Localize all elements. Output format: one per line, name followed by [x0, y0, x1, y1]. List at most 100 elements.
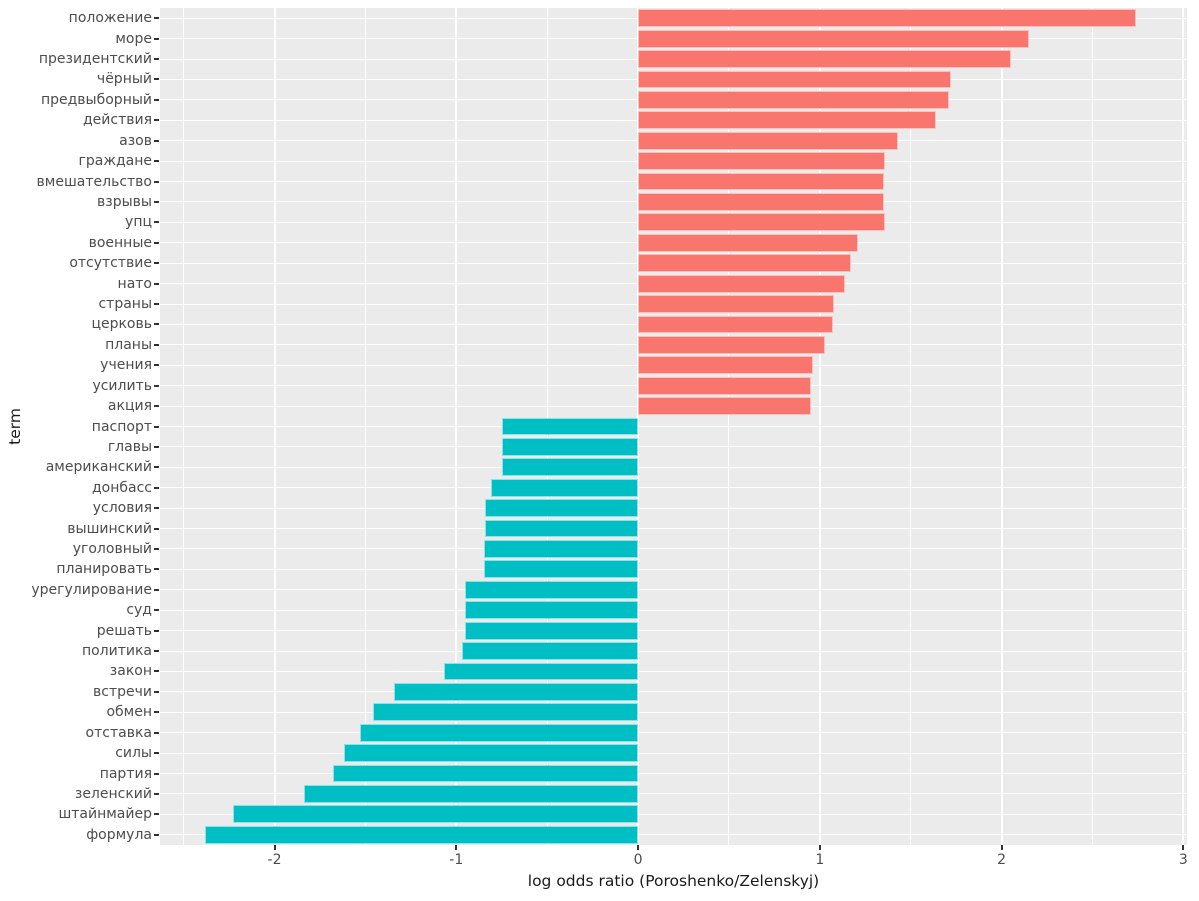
y-tick-label: страны	[98, 296, 152, 312]
bar-отставка	[359, 723, 639, 742]
y-tick-label: положение	[68, 10, 152, 27]
y-tick-mark	[154, 405, 159, 408]
y-tick-mark	[154, 98, 159, 101]
x-tick-mark	[273, 845, 276, 850]
x-tick-mark	[818, 845, 821, 850]
y-tick-label: силы	[115, 745, 152, 762]
bar-учения	[638, 356, 813, 375]
y-tick-label: урегулирование	[31, 581, 152, 598]
y-tick-label: усилить	[92, 377, 152, 394]
y-tick-label: вышинский	[67, 520, 152, 537]
bar-взрывы	[638, 193, 885, 211]
y-tick-label: акция	[107, 398, 152, 415]
category-gridline	[160, 650, 1187, 652]
bar-донбасс	[490, 478, 639, 497]
category-gridline	[160, 670, 1187, 672]
category-gridline	[160, 446, 1187, 448]
y-tick-mark	[154, 37, 159, 40]
bar-политика	[461, 642, 639, 660]
category-gridline	[160, 691, 1187, 693]
y-tick-mark	[154, 486, 159, 489]
y-tick-mark	[154, 650, 159, 653]
y-tick-label: политика	[81, 643, 152, 660]
y-tick-mark	[154, 547, 159, 550]
y-tick-mark	[154, 323, 159, 326]
x-tick-mark	[637, 845, 640, 850]
bar-закон	[443, 662, 639, 681]
y-tick-mark	[154, 568, 159, 571]
y-tick-mark	[154, 792, 159, 795]
plot-panel	[160, 8, 1187, 845]
y-tick-mark	[154, 119, 159, 122]
bar-вышинский	[485, 519, 639, 538]
y-tick-mark	[154, 772, 159, 775]
y-tick-label: главы	[107, 438, 152, 455]
x-tick-label: -2	[267, 852, 282, 868]
y-tick-mark	[154, 343, 159, 346]
y-tick-mark	[154, 833, 159, 836]
bar-упц	[638, 213, 886, 232]
y-tick-mark	[154, 507, 159, 510]
y-tick-mark	[154, 221, 159, 224]
x-tick-mark	[1000, 845, 1003, 850]
category-gridline	[160, 773, 1187, 775]
category-gridline	[160, 711, 1187, 713]
y-tick-mark	[154, 180, 159, 183]
bar-усилить	[638, 376, 811, 395]
bar-партия	[332, 764, 639, 783]
y-tick-label: военные	[88, 234, 152, 251]
category-gridline	[160, 589, 1187, 591]
category-gridline	[160, 568, 1187, 570]
y-tick-mark	[154, 425, 159, 428]
category-gridline	[160, 609, 1187, 611]
y-tick-mark	[154, 17, 159, 20]
y-tick-label: взрывы	[97, 193, 152, 210]
bar-вмешательство	[638, 172, 885, 191]
category-gridline	[160, 426, 1187, 427]
bar-условия	[485, 499, 639, 518]
y-tick-mark	[154, 262, 159, 265]
y-tick-label: церковь	[91, 316, 152, 333]
bar-действия	[638, 111, 937, 130]
y-tick-mark	[154, 670, 159, 673]
y-tick-label: донбасс	[91, 479, 152, 496]
y-tick-label: зеленский	[74, 785, 152, 802]
bar-военные	[638, 233, 858, 252]
bar-паспорт	[501, 417, 639, 436]
y-tick-label: азов	[119, 132, 152, 149]
y-tick-label: закон	[109, 663, 152, 680]
y-tick-mark	[154, 813, 159, 816]
bar-суд	[465, 601, 639, 620]
y-tick-label: условия	[92, 500, 152, 517]
bar-урегулирование	[465, 580, 639, 599]
bar-чёрный	[638, 70, 951, 89]
y-tick-mark	[154, 609, 159, 612]
y-tick-label: вмешательство	[36, 173, 152, 190]
x-tick-label: -1	[449, 852, 464, 868]
category-gridline	[160, 813, 1187, 815]
x-axis-title: log odds ratio (Poroshenko/Zelenskyj)	[527, 872, 820, 890]
bar-граждане	[638, 152, 886, 170]
y-tick-mark	[154, 711, 159, 714]
y-tick-mark	[154, 160, 159, 163]
y-tick-label: уголовный	[72, 540, 152, 557]
category-gridline	[160, 752, 1187, 754]
category-gridline	[160, 793, 1187, 795]
category-gridline	[160, 548, 1187, 550]
bar-встречи	[394, 682, 639, 701]
bar-положение	[638, 9, 1137, 28]
bar-акция	[638, 397, 811, 415]
y-tick-label: граждане	[78, 153, 152, 170]
y-tick-label: предвыборный	[40, 91, 152, 108]
y-tick-mark	[154, 466, 159, 469]
y-tick-mark	[154, 527, 159, 530]
y-tick-mark	[154, 78, 159, 81]
y-tick-label: американский	[45, 459, 152, 476]
y-tick-mark	[154, 629, 159, 632]
bar-страны	[638, 295, 835, 313]
y-tick-mark	[154, 384, 159, 387]
category-gridline	[160, 630, 1187, 632]
y-tick-mark	[154, 200, 159, 203]
y-tick-label: отсутствие	[69, 255, 152, 272]
